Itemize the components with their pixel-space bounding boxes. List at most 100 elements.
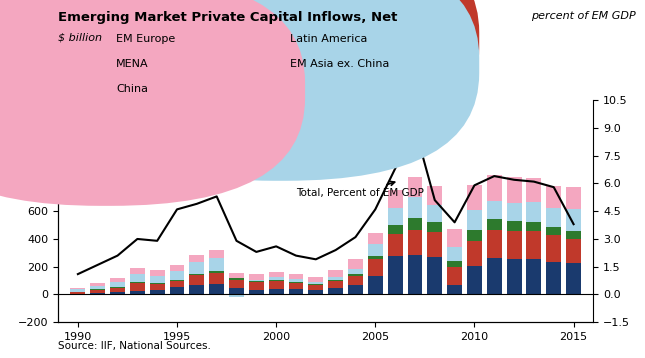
Bar [308,285,323,290]
Text: Source: IIF, National Sources.: Source: IIF, National Sources. [58,341,211,351]
Bar [546,262,561,294]
Bar [249,275,264,280]
Bar [487,230,502,258]
Bar [447,247,462,261]
Bar [526,259,541,294]
Bar [150,276,164,284]
Bar [566,209,581,231]
Bar [190,262,204,274]
Bar [507,203,522,221]
Bar [328,270,343,277]
Bar [308,290,323,294]
Bar [526,203,541,222]
Bar [150,290,164,294]
Bar [467,241,482,266]
Bar [428,186,442,205]
Bar [269,277,284,280]
Bar [130,282,144,283]
Bar [90,283,105,286]
Bar [269,289,284,294]
Bar [487,201,502,219]
Bar [249,282,264,290]
Bar [288,274,303,280]
Bar [249,281,264,282]
Bar [70,288,85,289]
Bar [507,259,522,294]
Bar [209,258,224,271]
Bar [447,229,462,247]
Bar [526,231,541,259]
Bar [428,232,442,257]
Bar [566,188,581,209]
Bar [408,218,422,230]
Bar [507,231,522,259]
Bar [170,281,184,287]
Bar [368,259,382,276]
Bar [546,227,561,235]
Text: EM Asia ex. China: EM Asia ex. China [290,59,390,69]
Text: EM Europe: EM Europe [116,34,175,44]
Bar [150,270,164,276]
Bar [170,280,184,281]
Bar [447,267,462,285]
Bar [447,261,462,267]
Bar [428,222,442,232]
Bar [388,225,402,234]
Bar [388,190,402,208]
Bar [190,255,204,262]
Bar [90,290,105,293]
Bar [368,245,382,256]
Text: $ billion: $ billion [58,32,102,42]
Bar [130,283,144,291]
Bar [308,284,323,285]
Bar [507,221,522,231]
Text: Emerging Market Private Capital Inflows, Net: Emerging Market Private Capital Inflows,… [58,11,397,24]
Bar [130,291,144,294]
Bar [348,275,363,276]
Bar [249,290,264,294]
Bar [328,281,343,288]
Bar [130,274,144,282]
Bar [467,230,482,241]
Bar [190,274,204,275]
Bar [328,280,343,281]
Bar [110,278,125,282]
Bar [526,222,541,231]
Bar [90,289,105,290]
Bar [288,282,303,283]
Text: MENA: MENA [116,59,149,69]
Bar [388,234,402,256]
Bar [408,255,422,294]
Bar [269,272,284,277]
Bar [566,238,581,263]
Bar [467,185,482,210]
Bar [507,177,522,203]
Bar [368,233,382,245]
Bar [209,250,224,258]
Bar [467,266,482,294]
Bar [170,287,184,294]
Bar [546,186,561,208]
Bar [110,292,125,294]
Bar [130,268,144,274]
Bar [190,275,204,285]
Bar [90,286,105,289]
Bar [308,282,323,284]
Bar [368,276,382,294]
Bar [269,281,284,289]
Text: percent of EM GDP: percent of EM GDP [531,11,635,21]
Bar [249,280,264,281]
Bar [546,208,561,227]
Bar [388,208,402,225]
Bar [269,280,284,281]
Bar [368,256,382,259]
Bar [209,284,224,294]
Bar [308,277,323,282]
Bar [328,288,343,294]
Bar [408,230,422,255]
Bar [110,282,125,287]
Bar [190,285,204,294]
Bar [428,257,442,294]
Bar [566,263,581,294]
Bar [288,280,303,282]
